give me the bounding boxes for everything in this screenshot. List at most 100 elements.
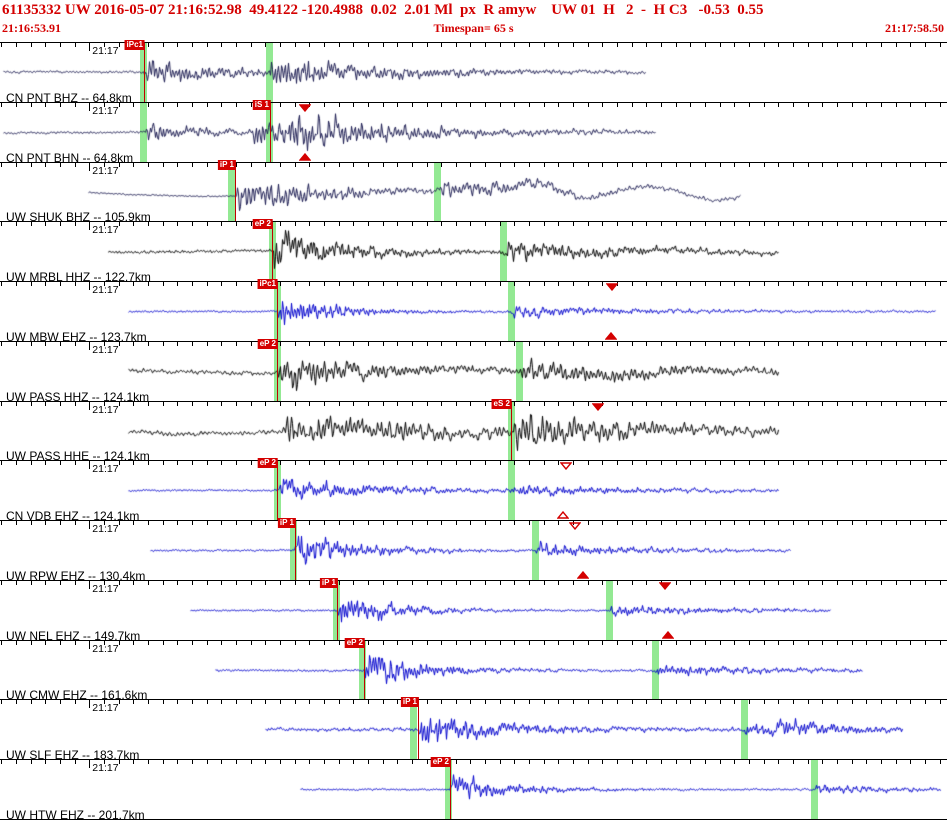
waveform-canvas[interactable] bbox=[0, 401, 947, 461]
second-tick bbox=[59, 222, 61, 227]
second-tick bbox=[529, 760, 531, 765]
pick-flag[interactable]: iP 1 bbox=[217, 159, 236, 170]
second-tick bbox=[177, 521, 179, 526]
second-tick bbox=[558, 700, 560, 705]
second-tick bbox=[793, 341, 795, 346]
waveform-canvas[interactable] bbox=[0, 222, 947, 282]
second-tick bbox=[455, 760, 457, 765]
pick-flag[interactable]: eP 2 bbox=[257, 338, 278, 349]
second-tick bbox=[837, 700, 839, 705]
second-tick bbox=[675, 162, 677, 167]
second-tick bbox=[895, 222, 897, 227]
second-tick bbox=[631, 700, 633, 705]
second-tick bbox=[939, 162, 941, 167]
second-tick bbox=[279, 461, 281, 466]
second-tick bbox=[514, 640, 516, 645]
second-tick bbox=[309, 461, 311, 466]
waveform-canvas[interactable] bbox=[0, 461, 947, 521]
second-tick bbox=[631, 580, 633, 585]
second-tick bbox=[221, 222, 223, 227]
second-tick bbox=[690, 222, 692, 227]
pick-flag[interactable]: iP 1 bbox=[319, 577, 338, 588]
waveform-canvas[interactable] bbox=[0, 640, 947, 700]
pick-flag[interactable]: eP 2 bbox=[430, 757, 451, 768]
second-tick bbox=[939, 580, 941, 585]
second-tick bbox=[45, 102, 47, 107]
second-tick bbox=[866, 401, 868, 406]
minute-tick bbox=[89, 521, 91, 530]
waveform-canvas[interactable] bbox=[0, 43, 947, 102]
waveform-canvas[interactable] bbox=[0, 521, 947, 581]
second-tick bbox=[675, 640, 677, 645]
second-tick bbox=[470, 341, 472, 346]
second-tick bbox=[15, 640, 17, 645]
second-tick bbox=[206, 162, 208, 167]
pick-flag[interactable]: eS 2 bbox=[491, 398, 512, 409]
second-tick bbox=[661, 401, 663, 406]
second-tick bbox=[118, 341, 120, 346]
second-tick bbox=[45, 461, 47, 466]
second-tick bbox=[866, 580, 868, 585]
waveform-canvas[interactable] bbox=[0, 162, 947, 222]
minute-label: 21:17 bbox=[92, 702, 119, 715]
pick-flag[interactable]: iPc1 bbox=[124, 40, 145, 50]
second-tick bbox=[617, 401, 619, 406]
pick-flag[interactable]: iP 1 bbox=[277, 518, 296, 529]
waveform-canvas[interactable] bbox=[0, 580, 947, 640]
second-tick bbox=[587, 461, 589, 466]
second-tick bbox=[631, 102, 633, 107]
second-tick bbox=[675, 580, 677, 585]
waveform-canvas[interactable] bbox=[0, 700, 947, 760]
second-tick bbox=[103, 282, 105, 287]
second-tick bbox=[485, 282, 487, 287]
second-tick bbox=[705, 401, 707, 406]
waveform-canvas[interactable] bbox=[0, 760, 947, 820]
second-tick bbox=[573, 640, 575, 645]
pick-flag[interactable]: eP 2 bbox=[344, 637, 365, 648]
pick-flag[interactable]: iPc1 bbox=[257, 279, 278, 290]
second-tick bbox=[250, 43, 252, 47]
second-tick bbox=[15, 521, 17, 526]
second-tick bbox=[763, 282, 765, 287]
waveform-canvas[interactable] bbox=[0, 341, 947, 401]
second-tick bbox=[866, 102, 868, 107]
second-tick bbox=[411, 461, 413, 466]
pick-flag[interactable]: iS 1 bbox=[252, 99, 271, 110]
second-tick bbox=[763, 222, 765, 227]
second-tick bbox=[411, 341, 413, 346]
second-tick bbox=[30, 162, 32, 167]
second-tick bbox=[851, 521, 853, 526]
arrival-marker-down-triangle bbox=[605, 283, 619, 292]
second-tick bbox=[514, 102, 516, 107]
second-tick bbox=[397, 580, 399, 585]
second-tick bbox=[118, 282, 120, 287]
second-tick bbox=[587, 700, 589, 705]
second-tick bbox=[573, 760, 575, 765]
second-tick bbox=[147, 222, 149, 227]
second-tick bbox=[45, 43, 47, 47]
pick-time-line bbox=[270, 102, 271, 162]
second-tick bbox=[162, 162, 164, 167]
second-tick bbox=[793, 222, 795, 227]
second-tick bbox=[221, 521, 223, 526]
pick-flag[interactable]: eP 2 bbox=[257, 458, 278, 469]
second-tick bbox=[30, 222, 32, 227]
second-tick bbox=[617, 222, 619, 227]
second-tick bbox=[74, 521, 76, 526]
second-tick bbox=[59, 640, 61, 645]
pick-flag[interactable]: iP 1 bbox=[400, 697, 419, 708]
pick-flag[interactable]: eP 2 bbox=[252, 219, 273, 230]
second-tick bbox=[793, 102, 795, 107]
second-tick bbox=[690, 162, 692, 167]
second-tick bbox=[59, 162, 61, 167]
second-tick bbox=[338, 640, 340, 645]
second-tick bbox=[177, 640, 179, 645]
waveform-canvas[interactable] bbox=[0, 282, 947, 342]
second-tick bbox=[59, 521, 61, 526]
second-tick bbox=[587, 341, 589, 346]
second-tick bbox=[74, 401, 76, 406]
second-tick bbox=[221, 282, 223, 287]
second-tick bbox=[133, 341, 135, 346]
waveform-canvas[interactable] bbox=[0, 102, 947, 162]
second-tick bbox=[866, 760, 868, 765]
